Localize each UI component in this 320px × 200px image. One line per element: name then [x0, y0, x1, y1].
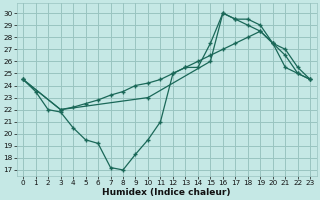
X-axis label: Humidex (Indice chaleur): Humidex (Indice chaleur): [102, 188, 231, 197]
